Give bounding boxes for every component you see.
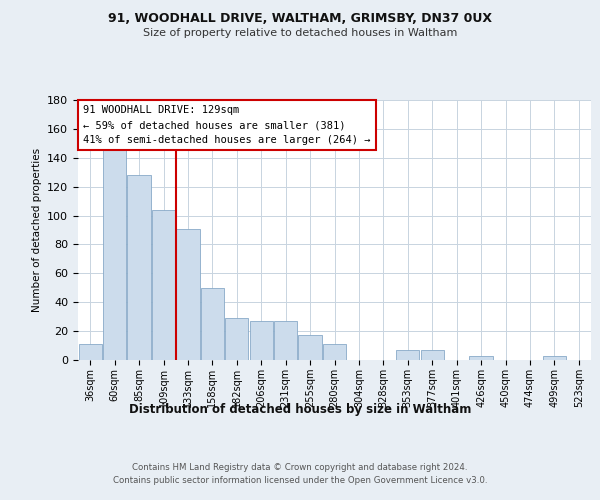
Text: Contains public sector information licensed under the Open Government Licence v3: Contains public sector information licen… bbox=[113, 476, 487, 485]
Bar bbox=[127, 175, 151, 360]
Bar bbox=[176, 228, 200, 360]
Bar bbox=[323, 344, 346, 360]
Text: 91 WOODHALL DRIVE: 129sqm
← 59% of detached houses are smaller (381)
41% of semi: 91 WOODHALL DRIVE: 129sqm ← 59% of detac… bbox=[83, 105, 371, 145]
Bar bbox=[274, 321, 297, 360]
Bar bbox=[469, 356, 493, 360]
Bar bbox=[225, 318, 248, 360]
Y-axis label: Number of detached properties: Number of detached properties bbox=[32, 148, 41, 312]
Bar bbox=[250, 321, 273, 360]
Bar bbox=[201, 288, 224, 360]
Bar bbox=[543, 356, 566, 360]
Text: Distribution of detached houses by size in Waltham: Distribution of detached houses by size … bbox=[129, 402, 471, 415]
Bar bbox=[103, 146, 126, 360]
Text: 91, WOODHALL DRIVE, WALTHAM, GRIMSBY, DN37 0UX: 91, WOODHALL DRIVE, WALTHAM, GRIMSBY, DN… bbox=[108, 12, 492, 26]
Text: Size of property relative to detached houses in Waltham: Size of property relative to detached ho… bbox=[143, 28, 457, 38]
Text: Contains HM Land Registry data © Crown copyright and database right 2024.: Contains HM Land Registry data © Crown c… bbox=[132, 462, 468, 471]
Bar bbox=[298, 336, 322, 360]
Bar bbox=[152, 210, 175, 360]
Bar bbox=[396, 350, 419, 360]
Bar bbox=[421, 350, 444, 360]
Bar bbox=[79, 344, 102, 360]
